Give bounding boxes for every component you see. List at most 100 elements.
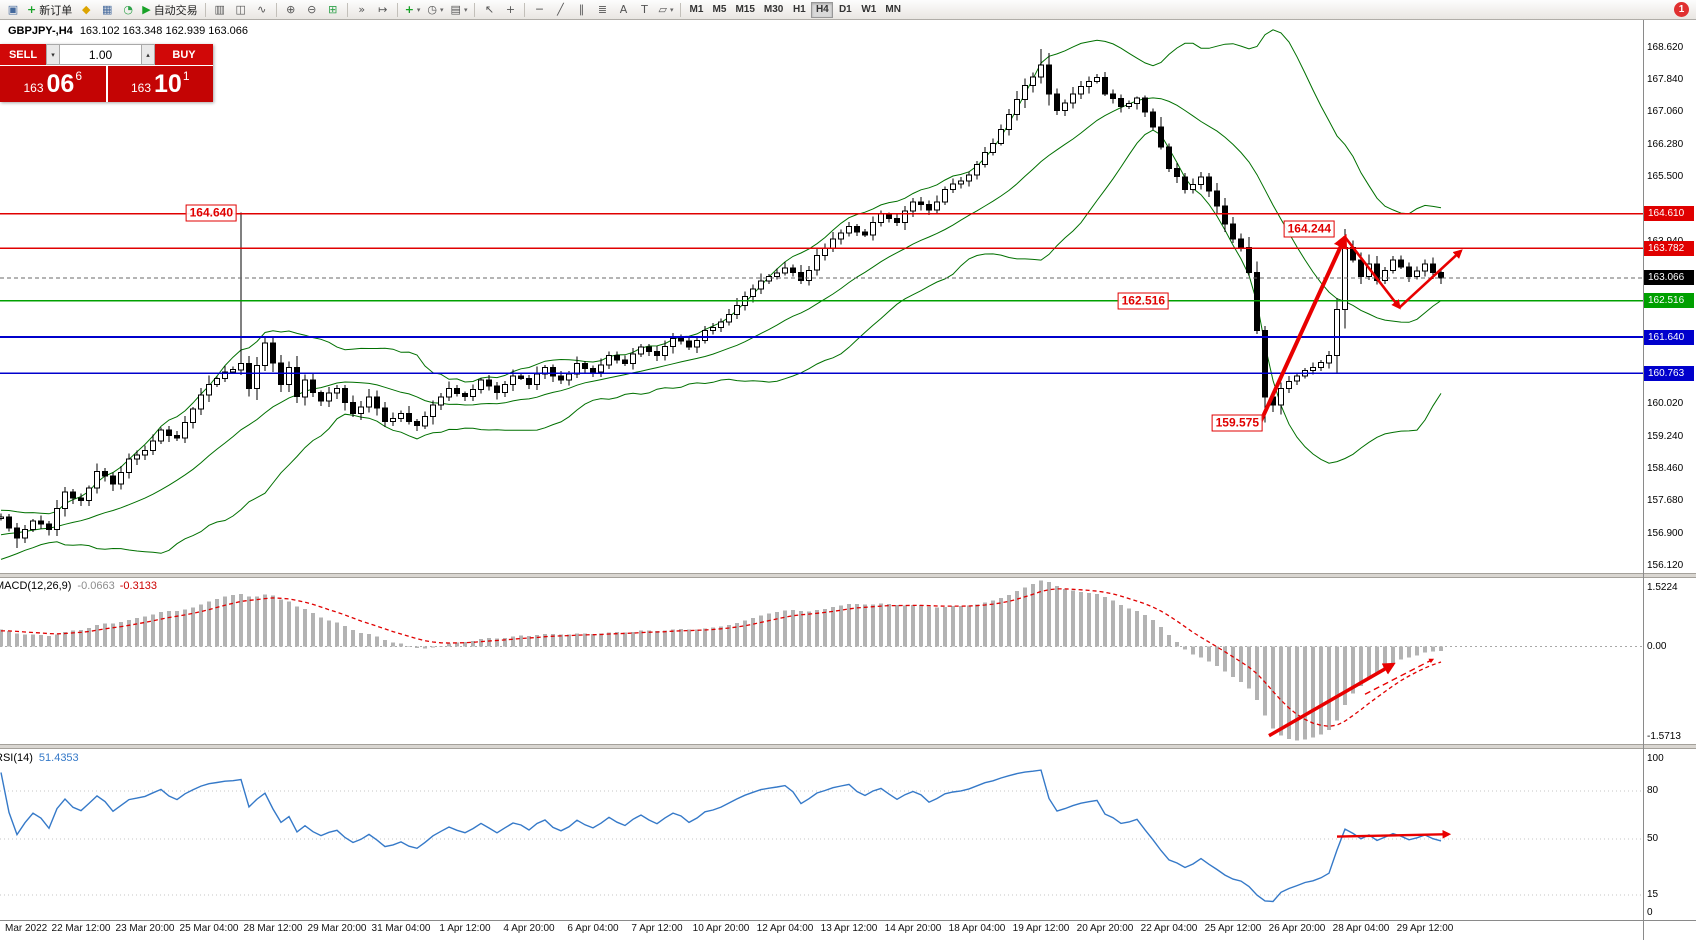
notification-badge[interactable]: 1 — [1674, 2, 1689, 17]
crosshair-icon: + — [505, 3, 516, 16]
toolbar-separator — [396, 2, 398, 17]
toolbar-separator — [680, 2, 682, 17]
trend-arrow[interactable] — [1343, 236, 1401, 310]
candlestick-series — [0, 49, 1444, 549]
sell-button[interactable]: SELL — [0, 44, 46, 65]
rsi-line — [0, 769, 1442, 903]
main-toolbar: ▣ + 新订单 ◆ ▦ ◔ ▶ 自动交易 ▥ ◫ ∿ ⊕ ⊖ ⊞ » ↦ + ▾ … — [0, 0, 1696, 20]
macd-value-signal: -0.3133 — [119, 580, 158, 592]
timeframe-m5[interactable]: M5 — [708, 2, 730, 18]
chevron-down-icon: ▾ — [440, 5, 444, 14]
auto-scroll-icon: » — [358, 3, 366, 16]
horizontal-line-button[interactable]: ─ — [529, 1, 549, 18]
macd-name: MACD(12,26,9) — [0, 580, 72, 592]
text-icon: A — [619, 3, 628, 16]
fibonacci-button[interactable]: ≣ — [592, 1, 612, 18]
template-icon: ▤ — [450, 3, 461, 16]
macd-signal-line — [1, 588, 1442, 727]
history-icon: ◔ — [123, 3, 134, 16]
new-order-label: 新订单 — [39, 4, 73, 17]
toolbar-separator — [524, 2, 526, 17]
ohlc-values: 163.102 163.348 162.939 163.066 — [79, 25, 249, 37]
volume-input[interactable]: 1.00 — [60, 44, 141, 65]
text-label-icon: T — [641, 3, 648, 16]
window-button[interactable]: ▣ — [3, 1, 23, 18]
chart-shift-icon: ↦ — [378, 3, 388, 16]
channel-button[interactable]: ∥ — [571, 1, 591, 18]
panel-splitter[interactable] — [0, 744, 1696, 749]
new-order-button[interactable]: + 新订单 — [24, 1, 75, 18]
indicators-button[interactable]: + ▾ — [402, 1, 424, 18]
periods-button[interactable]: ◷ ▾ — [424, 1, 446, 18]
chart-shift-button[interactable]: ↦ — [373, 1, 393, 18]
buy-button[interactable]: BUY — [155, 44, 213, 65]
market-watch-icon: ◆ — [81, 3, 91, 16]
line-chart-icon: ∿ — [257, 3, 267, 16]
volume-decrease-button[interactable]: ▾ — [46, 44, 60, 65]
sell-price-point: 6 — [75, 69, 83, 83]
candlestick-chart-button[interactable]: ◫ — [231, 1, 251, 18]
line-chart-button[interactable]: ∿ — [252, 1, 272, 18]
one-click-trading-panel: SELL ▾ 1.00 ▴ BUY 163 06 6 163 10 1 — [0, 44, 213, 102]
timeframe-h4[interactable]: H4 — [811, 1, 834, 18]
macd-label: MACD(12,26,9) -0.0663 -0.3133 — [0, 580, 157, 592]
buy-price-button[interactable]: 163 10 1 — [107, 66, 213, 102]
auto-trading-label: 自动交易 — [153, 4, 198, 17]
bollinger-bands — [0, 29, 1442, 560]
text-button[interactable]: A — [613, 1, 633, 18]
toolbar-separator — [204, 2, 206, 17]
zoom-out-button[interactable]: ⊖ — [302, 1, 322, 18]
market-watch-button[interactable]: ◆ — [76, 1, 96, 18]
templates-button[interactable]: ▤ ▾ — [448, 1, 471, 18]
toolbar-separator — [474, 2, 476, 17]
channel-icon: ∥ — [578, 3, 585, 16]
volume-increase-button[interactable]: ▴ — [141, 44, 155, 65]
zoom-in-button[interactable]: ⊕ — [281, 1, 301, 18]
new-order-icon: + — [27, 3, 37, 16]
timeframe-mn[interactable]: MN — [881, 2, 905, 18]
timeframe-m30[interactable]: M30 — [760, 2, 787, 18]
auto-trading-button[interactable]: ▶ 自动交易 — [139, 1, 200, 18]
history-center-button[interactable]: ◔ — [118, 1, 138, 18]
cursor-button[interactable]: ↖ — [479, 1, 499, 18]
toolbar-separator — [275, 2, 277, 17]
shapes-button[interactable]: ▱ ▾ — [655, 1, 676, 18]
macd-arrow[interactable] — [1268, 662, 1396, 738]
bar-chart-icon: ▥ — [214, 3, 225, 16]
chart-title: GBPJPY-,H4 163.102 163.348 162.939 163.06… — [8, 25, 248, 37]
auto-trading-play-icon: ▶ — [142, 3, 151, 16]
timeframe-d1[interactable]: D1 — [834, 2, 856, 18]
timeframe-m1[interactable]: M1 — [685, 2, 707, 18]
rsi-arrow[interactable] — [1336, 830, 1452, 839]
window-icon: ▣ — [7, 3, 19, 16]
text-label-button[interactable]: T — [634, 1, 654, 18]
timeframe-h1[interactable]: H1 — [788, 2, 810, 18]
shapes-icon: ▱ — [658, 3, 667, 16]
timeframe-w1[interactable]: W1 — [857, 2, 880, 18]
macd-arrow[interactable] — [1364, 658, 1435, 695]
crosshair-button[interactable]: + — [500, 1, 520, 18]
horizontal-level-lines[interactable] — [0, 213, 1643, 375]
clock-icon: ◷ — [427, 3, 438, 16]
chevron-down-icon: ▾ — [463, 5, 468, 14]
tile-windows-button[interactable]: ⊞ — [323, 1, 343, 18]
tile-windows-icon: ⊞ — [328, 3, 338, 16]
trend-arrow[interactable] — [1398, 249, 1463, 309]
sell-price-button[interactable]: 163 06 6 — [0, 66, 106, 102]
sell-price-pips: 06 — [46, 69, 75, 98]
charts-button[interactable]: ▦ — [97, 1, 117, 18]
trendline-button[interactable]: ╱ — [550, 1, 570, 18]
macd-value-main: -0.0663 — [77, 580, 115, 592]
trend-arrow[interactable] — [1259, 233, 1348, 422]
toolbar-separator — [346, 2, 348, 17]
rsi-label: RSI(14) 51.4353 — [0, 752, 79, 764]
timeframe-m15[interactable]: M15 — [731, 2, 758, 18]
bar-chart-button[interactable]: ▥ — [210, 1, 230, 18]
rsi-level-lines — [0, 790, 1643, 896]
fibonacci-icon: ≣ — [597, 3, 608, 16]
chevron-down-icon: ▾ — [416, 5, 421, 14]
auto-scroll-button[interactable]: » — [352, 1, 372, 18]
panel-splitter[interactable] — [0, 573, 1696, 578]
